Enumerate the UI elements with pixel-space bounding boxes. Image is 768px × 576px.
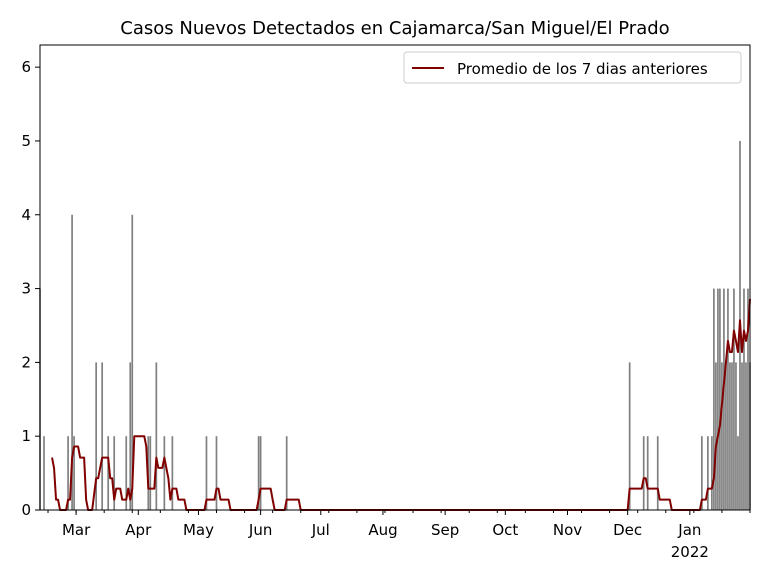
bar bbox=[257, 436, 260, 510]
bar bbox=[43, 436, 45, 510]
bar bbox=[723, 288, 725, 510]
bar bbox=[129, 362, 132, 510]
bar bbox=[745, 362, 747, 510]
bar bbox=[701, 436, 703, 510]
line-layer bbox=[51, 298, 751, 511]
x-tick-label: Jul bbox=[311, 521, 330, 539]
y-tick-label: 3 bbox=[21, 280, 31, 298]
legend-box bbox=[403, 51, 742, 84]
bar bbox=[646, 436, 649, 510]
bar bbox=[719, 288, 721, 510]
x-tick-label: Jun bbox=[248, 521, 272, 539]
y-tick-label: 0 bbox=[21, 501, 31, 519]
x-tick-label: Sep bbox=[431, 521, 459, 539]
bar bbox=[715, 362, 717, 510]
x-tick-label: Apr bbox=[125, 521, 152, 539]
bar bbox=[71, 214, 73, 510]
y-axis: 0 1 2 3 4 5 6 bbox=[21, 58, 40, 519]
bar bbox=[735, 362, 737, 510]
bar bbox=[259, 436, 262, 510]
series-line bbox=[51, 298, 751, 511]
bar bbox=[731, 362, 733, 510]
bar bbox=[733, 288, 735, 510]
x-tick-label: Nov bbox=[553, 521, 582, 539]
bar bbox=[163, 436, 166, 510]
bar bbox=[205, 436, 208, 510]
bar bbox=[101, 362, 104, 510]
bar bbox=[149, 436, 152, 510]
x-tick-label: Aug bbox=[368, 521, 397, 539]
bar bbox=[711, 436, 713, 510]
bar bbox=[729, 362, 731, 510]
legend: Promedio de los 7 dias anteriores bbox=[403, 51, 742, 84]
x-axis: Mar Apr May Jun Jul Aug Sep Oct Nov Dec Jan 2022 bbox=[47, 510, 751, 561]
bar bbox=[741, 362, 743, 510]
bar bbox=[727, 288, 729, 510]
bar bbox=[628, 362, 631, 510]
bar bbox=[131, 214, 134, 510]
bar bbox=[171, 436, 174, 510]
bar bbox=[713, 288, 715, 510]
bar bbox=[656, 436, 659, 510]
y-tick-label: 2 bbox=[21, 353, 31, 371]
bar bbox=[743, 288, 745, 510]
bar bbox=[737, 436, 739, 510]
y-tick-label: 4 bbox=[21, 206, 31, 224]
bar bbox=[215, 436, 218, 510]
bar bbox=[67, 436, 69, 510]
bar bbox=[125, 436, 128, 510]
y-tick-label: 5 bbox=[21, 132, 31, 150]
x-tick-label: May bbox=[183, 521, 214, 539]
bar bbox=[285, 436, 288, 510]
bar bbox=[707, 436, 709, 510]
legend-label: Promedio de los 7 dias anteriores bbox=[457, 60, 708, 78]
bar bbox=[107, 436, 110, 510]
x-tick-label: Oct bbox=[492, 521, 518, 539]
x-tick-label: Dec bbox=[613, 521, 642, 539]
bar bbox=[95, 362, 98, 510]
bar bbox=[747, 288, 749, 510]
bar bbox=[717, 288, 719, 510]
y-tick-label: 6 bbox=[21, 58, 31, 76]
x-tick-label: Jan bbox=[677, 521, 701, 539]
bar bbox=[725, 362, 727, 510]
bar bbox=[721, 362, 723, 510]
chart-title: Casos Nuevos Detectados en Cajamarca/San… bbox=[120, 18, 669, 39]
x-tick-label: Mar bbox=[62, 521, 91, 539]
bar bbox=[113, 436, 116, 510]
plot-frame bbox=[39, 44, 751, 511]
bar bbox=[642, 436, 645, 510]
bar bbox=[155, 362, 158, 510]
x-tick-year-label: 2022 bbox=[671, 543, 709, 561]
bars-layer bbox=[39, 140, 751, 510]
y-tick-label: 1 bbox=[21, 427, 31, 445]
bar bbox=[73, 436, 75, 510]
